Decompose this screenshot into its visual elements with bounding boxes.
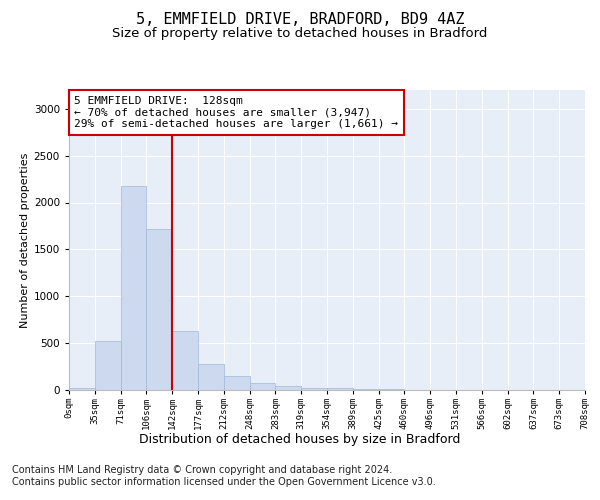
Text: Contains HM Land Registry data © Crown copyright and database right 2024.
Contai: Contains HM Land Registry data © Crown c…: [12, 465, 436, 486]
Text: Size of property relative to detached houses in Bradford: Size of property relative to detached ho…: [112, 28, 488, 40]
Bar: [353, 389, 379, 390]
Bar: [275, 386, 301, 390]
Bar: [198, 364, 224, 390]
Bar: [146, 229, 172, 390]
Text: Distribution of detached houses by size in Bradford: Distribution of detached houses by size …: [139, 432, 461, 446]
Bar: [250, 383, 275, 390]
Bar: [301, 388, 327, 390]
Bar: [172, 331, 198, 390]
Y-axis label: Number of detached properties: Number of detached properties: [20, 152, 29, 328]
Bar: [69, 388, 95, 390]
Text: 5, EMMFIELD DRIVE, BRADFORD, BD9 4AZ: 5, EMMFIELD DRIVE, BRADFORD, BD9 4AZ: [136, 12, 464, 28]
Bar: [327, 388, 353, 390]
Bar: [95, 341, 121, 390]
Bar: [224, 376, 250, 390]
Text: 5 EMMFIELD DRIVE:  128sqm
← 70% of detached houses are smaller (3,947)
29% of se: 5 EMMFIELD DRIVE: 128sqm ← 70% of detach…: [74, 96, 398, 129]
Bar: [121, 186, 146, 390]
